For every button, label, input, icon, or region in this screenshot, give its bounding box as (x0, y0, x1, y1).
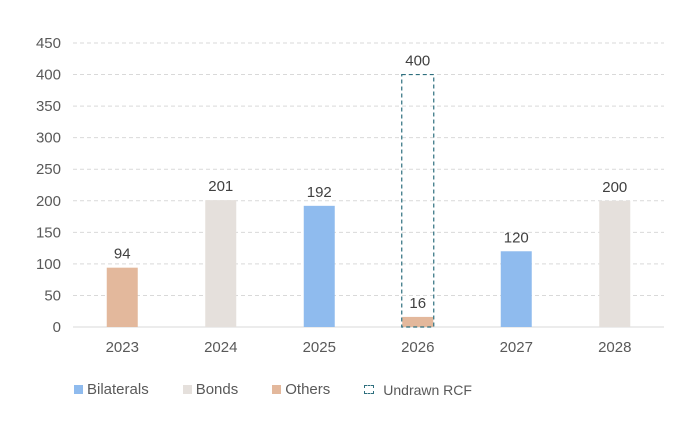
data-label: 16 (409, 295, 426, 312)
legend-swatch-others (272, 385, 282, 394)
legend-item-undrawn-rcf: Undrawn RCF (364, 382, 472, 398)
legend-label-bonds: Bonds (195, 381, 239, 398)
bar-others (402, 316, 434, 327)
y-tick-label: 100 (36, 256, 61, 273)
bar-bonds (205, 200, 237, 327)
data-label: 201 (208, 178, 233, 195)
bar-bilaterals (303, 205, 335, 327)
y-tick-label: 450 (36, 35, 61, 52)
y-tick-label: 200 (36, 193, 61, 210)
x-tick-label: 2028 (598, 339, 631, 356)
data-label: 120 (504, 229, 529, 246)
legend-swatch-bilaterals (74, 385, 83, 394)
legend-label-bilaterals: Bilaterals (87, 381, 149, 398)
bar-bilaterals (500, 251, 532, 327)
data-label: 400 (405, 53, 430, 70)
x-tick-label: 2025 (303, 339, 336, 356)
data-label: 94 (114, 246, 131, 263)
chart-legend: Bilaterals Bonds Others Undrawn RCF (74, 381, 506, 398)
x-tick-label: 2023 (106, 339, 139, 356)
x-tick-label: 2024 (204, 339, 237, 356)
legend-swatch-undrawn-rcf (364, 385, 375, 394)
legend-item-bilaterals: Bilaterals (74, 381, 149, 398)
legend-item-others: Others (272, 381, 330, 398)
bar-bonds (599, 200, 631, 327)
y-tick-label: 350 (36, 98, 61, 115)
x-tick-label: 2027 (500, 339, 533, 356)
y-tick-label: 150 (36, 224, 61, 241)
data-label: 192 (307, 184, 332, 201)
legend-item-bonds: Bonds (182, 381, 239, 398)
bar-undrawn-rcf (401, 73, 435, 328)
data-label: 200 (602, 179, 627, 196)
y-tick-label: 50 (44, 287, 61, 304)
legend-swatch-bonds (182, 385, 192, 394)
x-tick-label: 2026 (401, 339, 434, 356)
legend-label-others: Others (285, 381, 331, 398)
legend-label-undrawn-rcf: Undrawn RCF (383, 381, 472, 398)
y-tick-label: 300 (36, 130, 61, 147)
y-tick-label: 0 (53, 319, 61, 336)
y-tick-label: 400 (36, 67, 61, 84)
bar-others (106, 267, 138, 327)
y-tick-label: 250 (36, 161, 61, 178)
